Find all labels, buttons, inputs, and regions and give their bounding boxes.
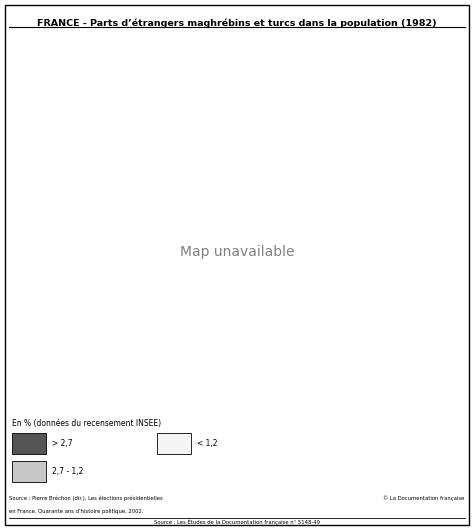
Text: > 2,7: > 2,7 xyxy=(52,439,73,448)
Text: Map unavailable: Map unavailable xyxy=(180,245,294,259)
Bar xyxy=(12,461,46,482)
Text: FRANCE - Parts d’étrangers maghrébins et turcs dans la population (1982): FRANCE - Parts d’étrangers maghrébins et… xyxy=(37,19,437,28)
Bar xyxy=(12,434,46,454)
Text: < 1,2: < 1,2 xyxy=(197,439,218,448)
Text: en France. Quarante ans d’histoire politique, 2002.: en France. Quarante ans d’histoire polit… xyxy=(9,509,144,514)
Text: Source : Pierre Bréchon (dir.), Les élections présidentielles: Source : Pierre Bréchon (dir.), Les élec… xyxy=(9,496,163,501)
Text: 2,7 - 1,2: 2,7 - 1,2 xyxy=(52,467,83,476)
Text: © La Documentation française: © La Documentation française xyxy=(383,495,465,501)
Text: En % (données du recensement INSEE): En % (données du recensement INSEE) xyxy=(12,419,162,428)
Bar xyxy=(157,434,191,454)
Text: Source : Les Études de la Documentation française n° 5148-49: Source : Les Études de la Documentation … xyxy=(154,519,320,525)
